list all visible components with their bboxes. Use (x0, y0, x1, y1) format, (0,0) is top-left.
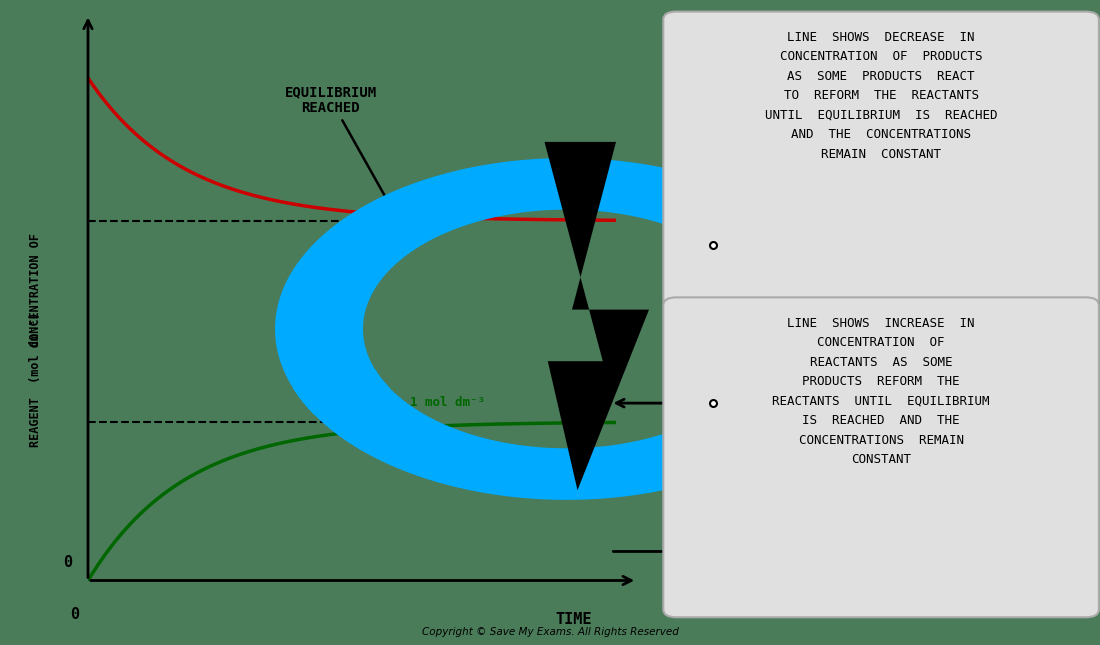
Text: REAGENT  (mol dm⁻³): REAGENT (mol dm⁻³) (29, 312, 42, 447)
Text: 0: 0 (70, 607, 79, 622)
Text: EQUILIBRIUM
REACHED: EQUILIBRIUM REACHED (285, 85, 403, 226)
Text: TIME: TIME (556, 612, 592, 627)
Polygon shape (544, 142, 649, 490)
FancyBboxPatch shape (663, 12, 1099, 308)
Polygon shape (275, 158, 858, 500)
Text: 10 mol dm⁻³: 10 mol dm⁻³ (410, 195, 493, 208)
Text: LINE  SHOWS  INCREASE  IN
CONCENTRATION  OF
REACTANTS  AS  SOME
PRODUCTS  REFORM: LINE SHOWS INCREASE IN CONCENTRATION OF … (772, 317, 990, 466)
Text: 1 mol dm⁻³: 1 mol dm⁻³ (410, 396, 485, 409)
FancyBboxPatch shape (663, 297, 1099, 617)
Text: CONCENTRATION OF: CONCENTRATION OF (29, 233, 42, 346)
Text: 0: 0 (63, 555, 73, 570)
Text: Copyright © Save My Exams. All Rights Reserved: Copyright © Save My Exams. All Rights Re… (421, 627, 679, 637)
Text: LINE  SHOWS  DECREASE  IN
CONCENTRATION  OF  PRODUCTS
AS  SOME  PRODUCTS  REACT
: LINE SHOWS DECREASE IN CONCENTRATION OF … (764, 31, 998, 161)
